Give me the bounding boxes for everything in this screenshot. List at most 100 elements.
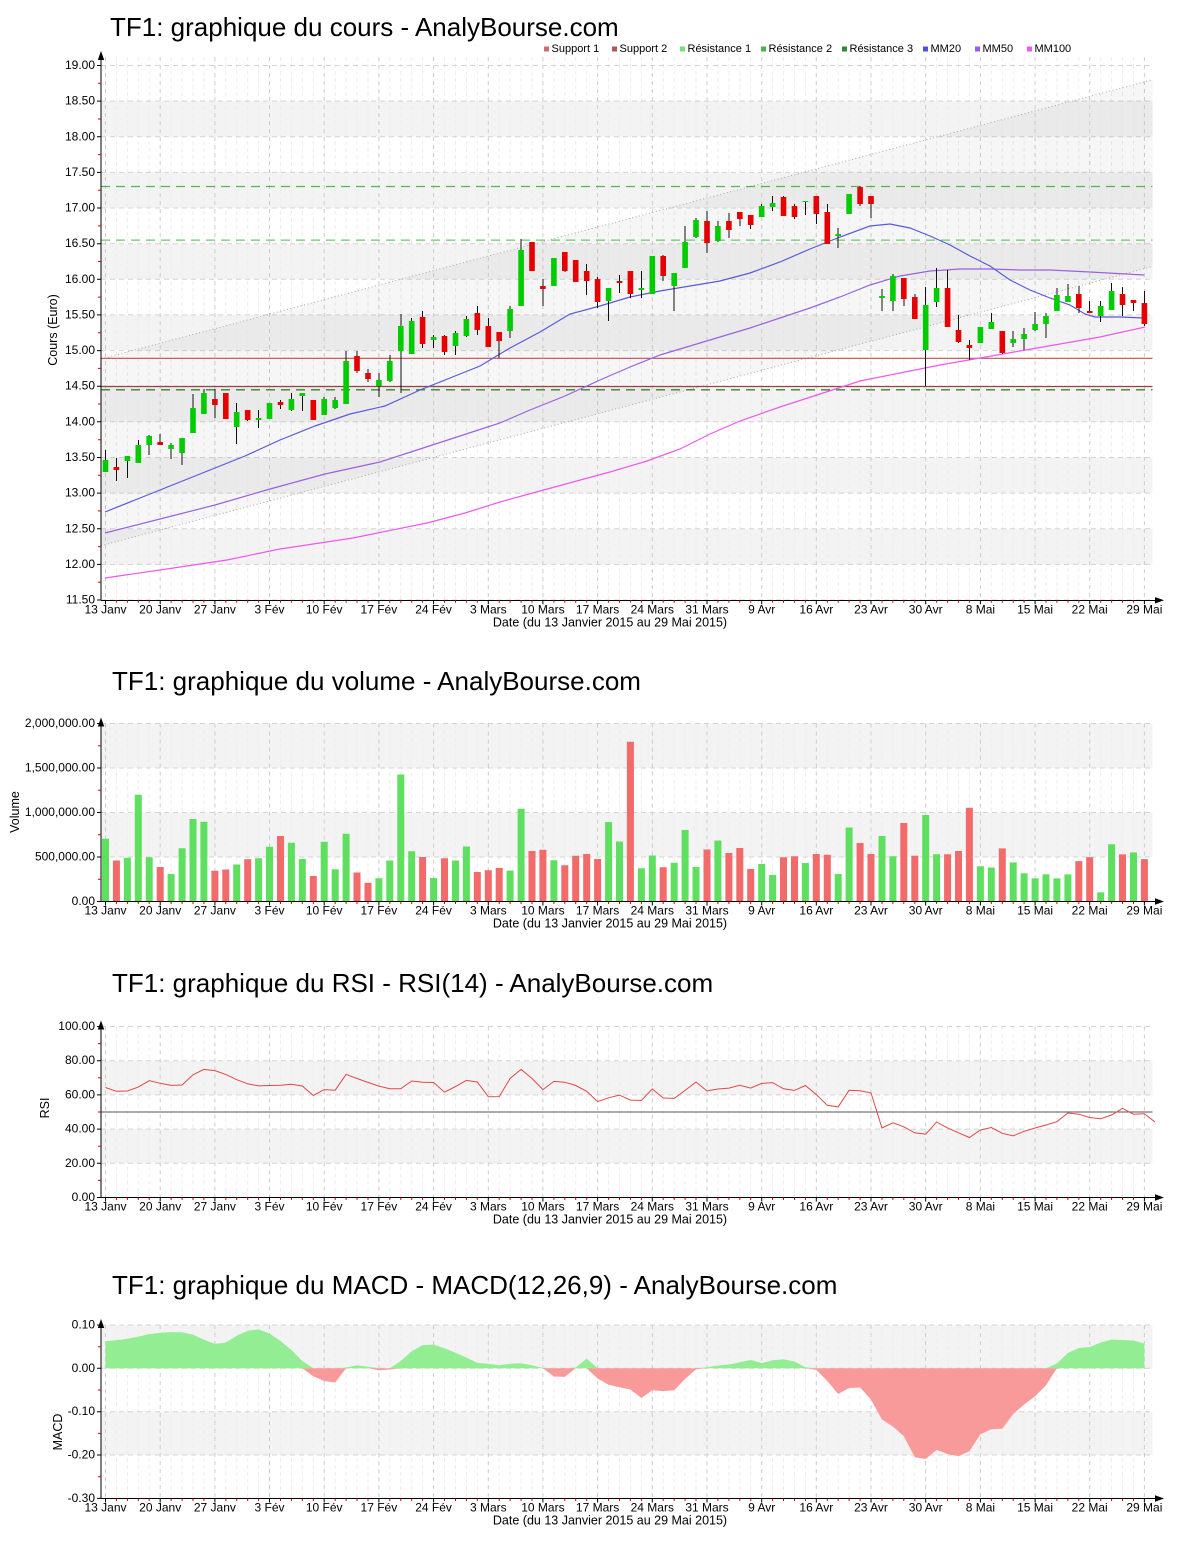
svg-text:22 Mai: 22 Mai [1072, 904, 1108, 918]
svg-text:27 Janv: 27 Janv [194, 1501, 236, 1515]
svg-text:9 Avr: 9 Avr [748, 904, 775, 918]
svg-text:3 Fév: 3 Fév [254, 904, 284, 918]
svg-text:13 Janv: 13 Janv [84, 602, 126, 616]
svg-text:3 Fév: 3 Fév [254, 1501, 284, 1515]
svg-text:24 Mars: 24 Mars [631, 1501, 674, 1515]
svg-text:19.00: 19.00 [65, 58, 95, 72]
svg-text:24 Mars: 24 Mars [631, 602, 674, 616]
svg-text:27 Janv: 27 Janv [194, 1200, 236, 1214]
svg-text:23 Avr: 23 Avr [854, 904, 888, 918]
svg-text:10 Mars: 10 Mars [521, 1200, 564, 1214]
svg-text:Volume: Volume [8, 791, 22, 833]
svg-text:18.50: 18.50 [65, 94, 95, 108]
svg-text:80.00: 80.00 [65, 1053, 95, 1067]
svg-text:29 Mai: 29 Mai [1126, 1200, 1162, 1214]
svg-text:40.00: 40.00 [65, 1122, 95, 1136]
svg-text:Résistance 1: Résistance 1 [688, 43, 752, 55]
svg-text:8 Mai: 8 Mai [966, 1501, 995, 1515]
svg-text:31 Mars: 31 Mars [685, 904, 728, 918]
svg-text:27 Janv: 27 Janv [194, 602, 236, 616]
svg-text:17.00: 17.00 [65, 201, 95, 215]
svg-text:TF1: graphique du RSI - RSI(14: TF1: graphique du RSI - RSI(14) - AnalyB… [112, 968, 713, 998]
svg-text:16 Avr: 16 Avr [799, 904, 833, 918]
svg-text:-0.30: -0.30 [68, 1491, 96, 1505]
svg-text:16.00: 16.00 [65, 272, 95, 286]
svg-text:3 Mars: 3 Mars [470, 1200, 507, 1214]
svg-text:Date (du 13 Janvier 2015 au 29: Date (du 13 Janvier 2015 au 29 Mai 2015) [493, 615, 727, 629]
svg-text:16 Avr: 16 Avr [799, 1501, 833, 1515]
svg-text:10 Fév: 10 Fév [306, 602, 343, 616]
svg-text:31 Mars: 31 Mars [685, 1501, 728, 1515]
svg-text:31 Mars: 31 Mars [685, 602, 728, 616]
svg-text:27 Janv: 27 Janv [194, 904, 236, 918]
svg-text:31 Mars: 31 Mars [685, 1200, 728, 1214]
svg-text:Date (du 13 Janvier 2015 au 29: Date (du 13 Janvier 2015 au 29 Mai 2015) [493, 1514, 727, 1528]
svg-text:23 Avr: 23 Avr [854, 1200, 888, 1214]
svg-text:13 Janv: 13 Janv [84, 1501, 126, 1515]
svg-text:3 Fév: 3 Fév [254, 602, 284, 616]
svg-text:3 Mars: 3 Mars [470, 1501, 507, 1515]
svg-text:RSI: RSI [38, 1098, 52, 1119]
svg-text:13.00: 13.00 [65, 486, 95, 500]
svg-text:3 Mars: 3 Mars [470, 904, 507, 918]
svg-text:10 Mars: 10 Mars [521, 904, 564, 918]
svg-text:9 Avr: 9 Avr [748, 1501, 775, 1515]
svg-text:9 Avr: 9 Avr [748, 602, 775, 616]
svg-text:MACD: MACD [51, 1414, 65, 1451]
svg-text:30 Avr: 30 Avr [909, 1501, 943, 1515]
svg-text:24 Mars: 24 Mars [631, 904, 674, 918]
svg-text:Résistance 3: Résistance 3 [850, 43, 914, 55]
svg-text:3 Mars: 3 Mars [470, 602, 507, 616]
svg-text:Date (du 13 Janvier 2015 au 29: Date (du 13 Janvier 2015 au 29 Mai 2015) [493, 917, 727, 931]
svg-text:8 Mai: 8 Mai [966, 1200, 995, 1214]
svg-text:18.00: 18.00 [65, 129, 95, 143]
svg-text:30 Avr: 30 Avr [909, 1200, 943, 1214]
svg-text:0.00: 0.00 [72, 1190, 96, 1204]
svg-text:24 Fév: 24 Fév [415, 904, 452, 918]
svg-text:Support 1: Support 1 [552, 43, 600, 55]
svg-text:20.00: 20.00 [65, 1156, 95, 1170]
svg-text:16 Avr: 16 Avr [799, 1200, 833, 1214]
svg-text:0.10: 0.10 [72, 1318, 96, 1332]
svg-text:17 Fév: 17 Fév [361, 1200, 398, 1214]
svg-text:17.50: 17.50 [65, 165, 95, 179]
svg-text:0.00: 0.00 [72, 894, 96, 908]
svg-text:11.50: 11.50 [66, 593, 95, 607]
svg-text:TF1: graphique du cours - Anal: TF1: graphique du cours - AnalyBourse.co… [110, 12, 619, 42]
svg-text:29 Mai: 29 Mai [1126, 904, 1162, 918]
svg-text:13 Janv: 13 Janv [84, 1200, 126, 1214]
svg-text:29 Mai: 29 Mai [1126, 602, 1162, 616]
svg-text:14.50: 14.50 [65, 379, 95, 393]
svg-text:15.00: 15.00 [65, 343, 95, 357]
svg-text:60.00: 60.00 [65, 1087, 95, 1101]
svg-text:10 Fév: 10 Fév [306, 904, 343, 918]
svg-text:10 Mars: 10 Mars [521, 1501, 564, 1515]
svg-text:24 Fév: 24 Fév [415, 602, 452, 616]
svg-text:12.50: 12.50 [65, 521, 95, 535]
svg-text:17 Mars: 17 Mars [576, 602, 619, 616]
svg-text:10 Fév: 10 Fév [306, 1501, 343, 1515]
svg-text:29 Mai: 29 Mai [1126, 1501, 1162, 1515]
svg-text:20 Janv: 20 Janv [139, 1501, 181, 1515]
svg-text:20 Janv: 20 Janv [139, 602, 181, 616]
svg-text:TF1: graphique du MACD - MACD(: TF1: graphique du MACD - MACD(12,26,9) -… [112, 1270, 837, 1300]
svg-text:17 Mars: 17 Mars [576, 1200, 619, 1214]
svg-text:1,500,000.00: 1,500,000.00 [25, 761, 95, 775]
svg-text:20 Janv: 20 Janv [139, 904, 181, 918]
svg-text:17 Fév: 17 Fév [361, 1501, 398, 1515]
svg-text:MM50: MM50 [983, 43, 1014, 55]
svg-text:0.00: 0.00 [72, 1361, 96, 1375]
svg-text:30 Avr: 30 Avr [909, 904, 943, 918]
svg-text:22 Mai: 22 Mai [1072, 1501, 1108, 1515]
svg-text:2,000,000.00: 2,000,000.00 [25, 716, 95, 730]
svg-text:24 Fév: 24 Fév [415, 1501, 452, 1515]
svg-text:TF1: graphique du volume - Ana: TF1: graphique du volume - AnalyBourse.c… [112, 666, 641, 696]
svg-text:17 Mars: 17 Mars [576, 904, 619, 918]
svg-text:17 Fév: 17 Fév [361, 904, 398, 918]
svg-text:1,000,000.00: 1,000,000.00 [25, 805, 95, 819]
svg-text:17 Mars: 17 Mars [576, 1501, 619, 1515]
svg-text:500,000.00: 500,000.00 [35, 850, 95, 864]
svg-text:22 Mai: 22 Mai [1072, 602, 1108, 616]
svg-text:15 Mai: 15 Mai [1017, 904, 1053, 918]
svg-text:12.00: 12.00 [65, 557, 95, 571]
